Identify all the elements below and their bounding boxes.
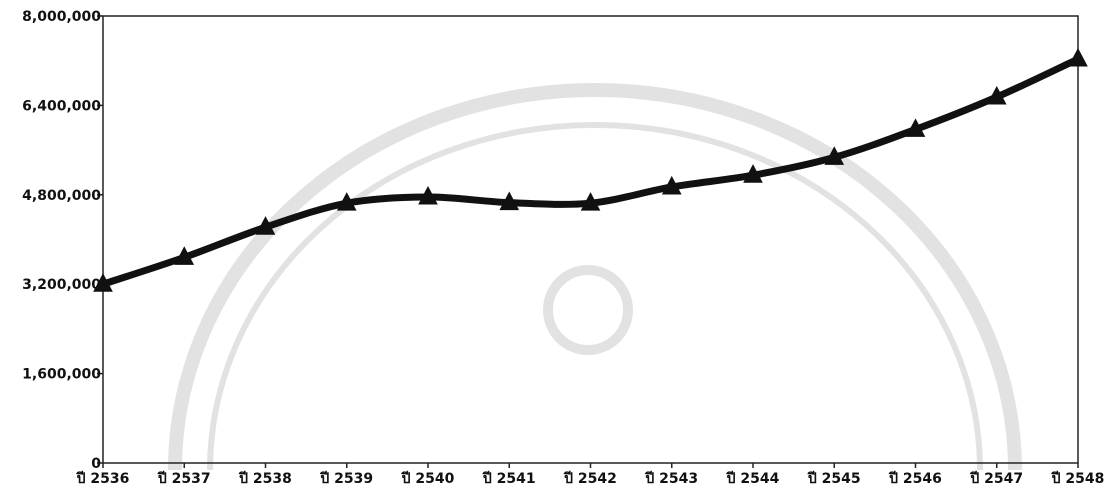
x-tick-label: ปี 2543 bbox=[644, 471, 698, 487]
y-tick-label: 0 bbox=[91, 456, 101, 472]
data-point-marker bbox=[743, 164, 763, 183]
x-axis: ปี 2536 ปี 2537 ปี 2538 ปี 2539 ปี 2540 ปี 25… bbox=[75, 463, 1104, 487]
y-tick-label: 6,400,000 bbox=[22, 98, 101, 114]
data-point-marker bbox=[255, 216, 276, 235]
x-tick-label: ปี 2537 bbox=[156, 471, 210, 487]
data-point-marker bbox=[824, 146, 845, 165]
data-point-marker bbox=[986, 85, 1007, 105]
series-layer bbox=[93, 47, 1088, 292]
data-point-marker bbox=[580, 192, 601, 211]
x-tick-label: ปี 2547 bbox=[969, 471, 1023, 487]
university-seal-watermark bbox=[168, 83, 1022, 471]
x-tick-label: ปี 2545 bbox=[806, 471, 860, 487]
data-point-marker bbox=[661, 175, 682, 195]
x-tick-label: ปี 2538 bbox=[238, 471, 292, 487]
data-point-marker bbox=[1068, 47, 1088, 67]
y-axis: 0 1,600,000 3,200,000 4,800,000 6,400,000 8,0… bbox=[22, 9, 103, 472]
x-tick-label: ปี 2542 bbox=[563, 471, 617, 487]
data-point-marker bbox=[499, 191, 520, 211]
x-tick-label: ปี 2539 bbox=[319, 471, 373, 487]
y-tick-label: 8,000,000 bbox=[22, 9, 101, 25]
y-tick-label: 4,800,000 bbox=[22, 188, 101, 204]
data-point-marker bbox=[93, 273, 113, 292]
y-tick-label: 3,200,000 bbox=[22, 277, 101, 293]
x-tick-label: ปี 2546 bbox=[888, 471, 942, 487]
x-tick-label: ปี 2536 bbox=[75, 471, 129, 487]
data-point-marker bbox=[336, 192, 357, 211]
data-point-marker bbox=[905, 118, 926, 137]
x-tick-label: ปี 2544 bbox=[725, 471, 779, 487]
data-point-marker bbox=[174, 246, 195, 265]
x-tick-label: ปี 2540 bbox=[400, 471, 454, 487]
data-point-marker bbox=[418, 185, 438, 205]
x-tick-label: ปี 2541 bbox=[481, 471, 535, 487]
x-tick-label: ปี 2548 bbox=[1050, 471, 1104, 487]
y-tick-label: 1,600,000 bbox=[22, 367, 101, 383]
